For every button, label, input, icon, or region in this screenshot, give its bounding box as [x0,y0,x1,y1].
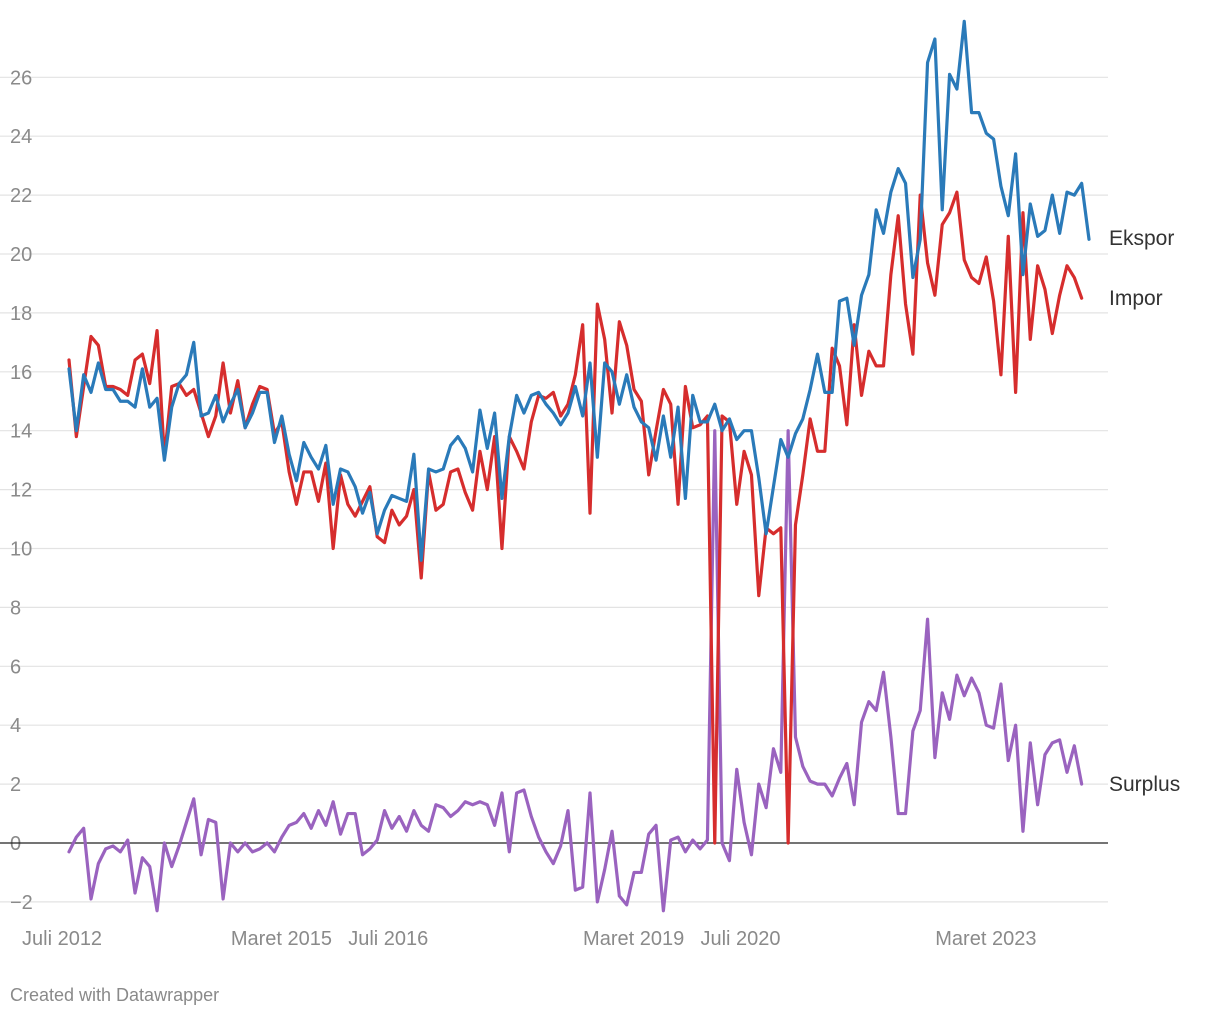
y-tick-label: 12 [10,480,32,502]
y-tick-label: 24 [10,126,32,148]
series-labels: Ekspor Impor Surplus [1109,227,1180,796]
x-tick-label: Juli 2020 [700,928,780,950]
series-line-ekspor [67,19,1091,562]
series-label-ekspor: Ekspor [1109,227,1174,250]
y-tick-label: 0 [10,833,21,855]
x-tick-label: Juli 2016 [348,928,428,950]
y-tick-label: 8 [10,597,21,619]
series-line-impor [67,190,1084,845]
x-tick-label: Juli 2012 [22,928,102,950]
series-line-surplus [67,429,1084,913]
series-label-impor: Impor [1109,287,1163,310]
y-tick-label: 6 [10,656,21,678]
y-tick-label: 26 [10,67,32,89]
credit-text: Created with Datawrapper [10,985,220,1005]
series-label-surplus: Surplus [1109,773,1180,796]
y-tick-label: −2 [10,892,33,914]
x-tick-label: Maret 2019 [583,928,684,950]
x-tick-label: Maret 2015 [231,928,332,950]
y-tick-label: 22 [10,185,32,207]
y-tick-label: 10 [10,539,32,561]
y-tick-label: 16 [10,362,32,384]
y-tick-label: 18 [10,303,32,325]
y-tick-label: 4 [10,715,21,737]
y-tick-label: 20 [10,244,32,266]
x-tick-label: Maret 2023 [935,928,1036,950]
x-axis-ticks: Juli 2012 Maret 2015 Juli 2016 Maret 2019 Ju… [22,928,1036,950]
y-tick-label: 2 [10,774,21,796]
y-tick-label: 14 [10,421,32,443]
series-lines [67,19,1091,913]
